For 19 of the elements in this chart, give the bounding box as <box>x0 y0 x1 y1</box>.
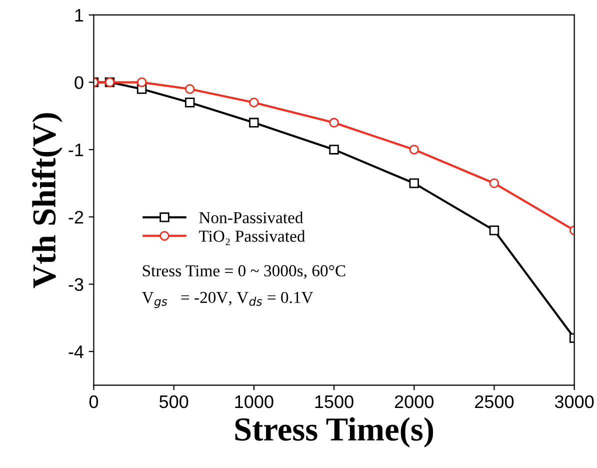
annotation: Stress Time = 0 ~ 3000s, 60°C <box>142 265 346 279</box>
text: V$_{gs}$ = -20V, V$_{ds}$ = 0.1V <box>142 292 314 308</box>
y-axis-title: Vth Shift(V) <box>32 113 62 288</box>
y-tick-label: -2 <box>68 210 84 224</box>
x-tick-label: 500 <box>159 395 188 408</box>
x-tick-label: 2000 <box>394 395 434 408</box>
x-tick-label: 1500 <box>315 395 354 408</box>
x-tick-label: 0 <box>89 395 98 408</box>
legend-label: Non-Passivated <box>199 212 304 224</box>
y-tick-label: 1 <box>75 9 84 22</box>
x-tick-label: 1000 <box>235 395 274 408</box>
y-tick-label: -1 <box>68 144 84 156</box>
legend-label: TiO₂ Passivated <box>198 230 306 246</box>
y-tick-label: -4 <box>68 346 84 358</box>
x-axis-title: Stress Time(s) <box>235 417 434 448</box>
y-tick-label: -3 <box>68 278 84 291</box>
y-tick-label: 0 <box>74 76 84 90</box>
x-tick-label: 3000 <box>554 395 594 408</box>
x-tick-label: 2500 <box>475 395 514 408</box>
